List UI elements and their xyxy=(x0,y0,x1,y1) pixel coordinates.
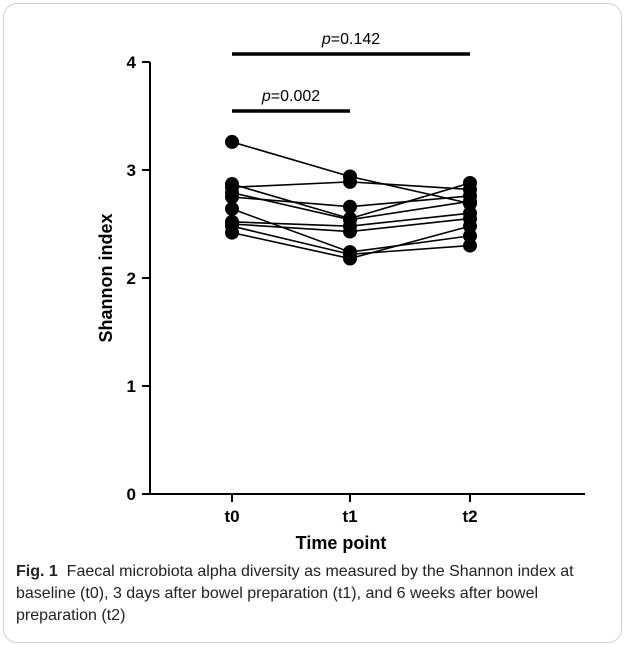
y-tick-label: 1 xyxy=(127,377,136,396)
data-point xyxy=(343,174,357,189)
y-tick-label: 4 xyxy=(127,53,137,72)
data-point xyxy=(463,228,477,243)
x-axis-title: Time point xyxy=(296,533,387,553)
significance-label: p=0.142 xyxy=(321,31,380,48)
data-point xyxy=(463,188,477,203)
figure-label: Fig. 1 xyxy=(16,563,58,580)
y-axis-title: Shannon index xyxy=(96,213,116,342)
data-point xyxy=(225,134,239,149)
y-tick-label: 3 xyxy=(127,161,136,180)
data-point xyxy=(225,190,239,204)
data-point xyxy=(463,238,477,253)
significance-label: p=0.002 xyxy=(261,88,320,105)
y-tick-label: 2 xyxy=(127,269,136,288)
y-tick-label: 0 xyxy=(127,485,136,504)
data-point xyxy=(343,199,357,214)
data-points xyxy=(225,134,477,266)
data-point xyxy=(225,225,239,240)
data-point xyxy=(225,201,239,216)
axes: 0 1 2 3 4 t0 t1 t2 xyxy=(127,53,585,526)
data-point xyxy=(343,224,357,239)
data-point xyxy=(343,251,357,266)
figure-caption-text: Faecal microbiota alpha diversity as mea… xyxy=(16,563,574,624)
chart: 0 1 2 3 4 t0 t1 t2 p=0.142 p=0.002 Time point Sh… xyxy=(96,31,585,553)
significance-annotations: p=0.142 p=0.002 xyxy=(232,31,470,113)
x-tick-label: t2 xyxy=(462,507,477,526)
x-tick-label: t0 xyxy=(224,507,239,526)
x-tick-label: t1 xyxy=(342,507,357,526)
data-point xyxy=(463,219,477,234)
figure-caption: Fig. 1 Faecal microbiota alpha diversity… xyxy=(16,561,616,627)
